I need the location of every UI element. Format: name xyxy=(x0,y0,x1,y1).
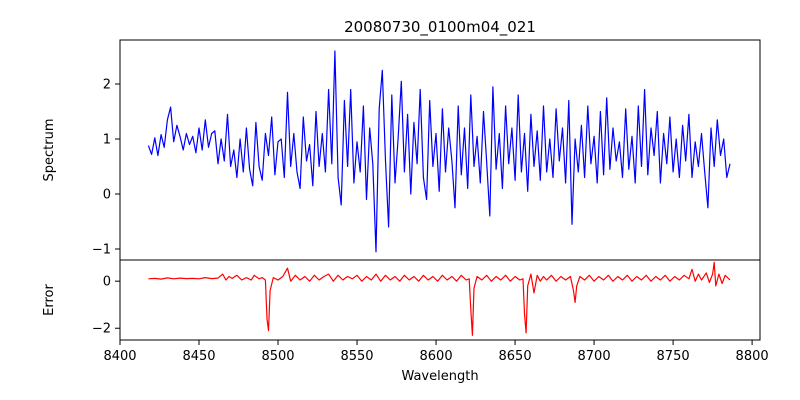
x-tick-label: 8800 xyxy=(736,349,769,364)
error-y-tick-label: −2 xyxy=(92,322,111,337)
spectrum-y-axis-label: Spectrum xyxy=(42,119,57,182)
error-y-tick-label: 0 xyxy=(103,275,111,290)
spectrum-y-ticks: −1 0 1 2 xyxy=(92,78,120,258)
spectrum-y-tick-label: 2 xyxy=(103,78,111,93)
x-tick-label: 8650 xyxy=(499,349,532,364)
error-axes-frame xyxy=(119,259,761,341)
x-tick-label: 8750 xyxy=(657,349,690,364)
spectrum-y-tick-label: −1 xyxy=(92,243,111,258)
x-axis-label: Wavelength xyxy=(401,369,478,384)
error-y-axis-label: Error xyxy=(42,284,57,316)
error-y-ticks: −2 0 xyxy=(92,275,120,337)
spectrum-series-line xyxy=(147,50,731,253)
x-tick-label: 8450 xyxy=(182,349,215,364)
x-tick-label: 8600 xyxy=(420,349,453,364)
x-tick-label: 8550 xyxy=(340,349,373,364)
spectrum-line-group xyxy=(147,50,731,253)
spectrum-panel: −1 0 1 2 Spectrum xyxy=(42,39,761,261)
spectrum-y-tick-label: 1 xyxy=(103,133,111,148)
x-axis-ticks: 8400 8450 8500 8550 8600 8650 8700 8750 8800 xyxy=(103,340,769,364)
error-line-group xyxy=(148,261,731,336)
error-panel: −2 0 Error xyxy=(42,259,761,341)
error-series-line xyxy=(148,261,731,336)
spectrum-y-tick-label: 0 xyxy=(103,188,111,203)
chart-title: 20080730_0100m04_021 xyxy=(344,18,536,37)
x-tick-label: 8400 xyxy=(103,349,136,364)
x-tick-label: 8700 xyxy=(578,349,611,364)
x-tick-label: 8500 xyxy=(261,349,294,364)
